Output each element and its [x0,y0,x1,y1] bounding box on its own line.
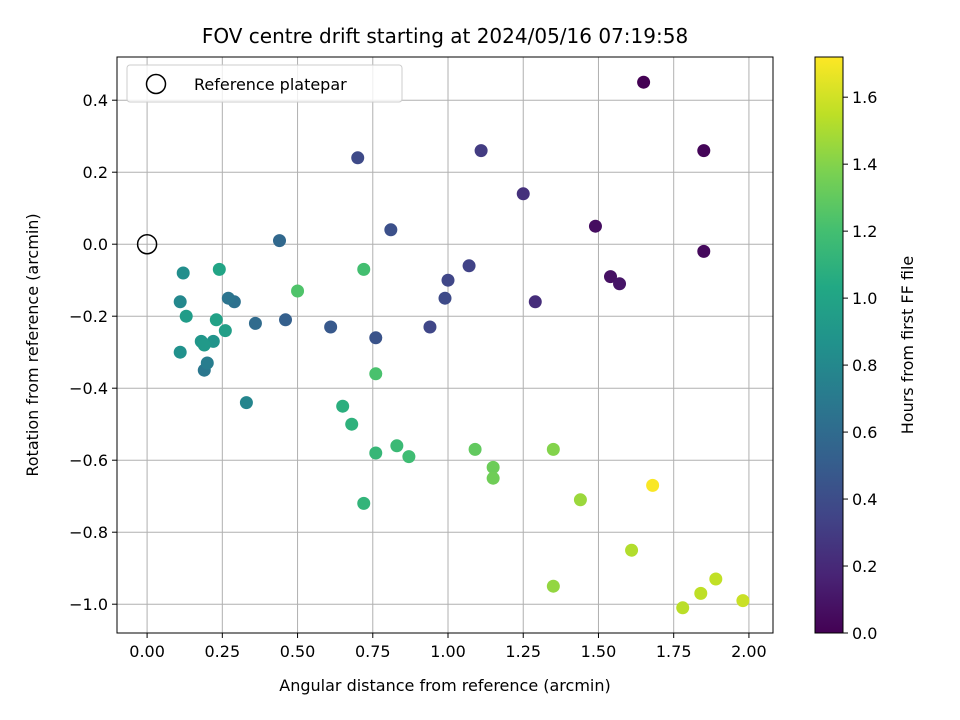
x-tick-label: 0.00 [129,642,165,661]
x-tick-label: 2.00 [731,642,767,661]
x-tick-label: 0.75 [355,642,391,661]
data-point [212,262,226,276]
data-point [369,331,383,345]
data-point [676,601,690,615]
y-tick-label: 0.0 [83,235,108,254]
x-tick-label: 1.50 [581,642,617,661]
data-point [486,471,500,485]
legend: Reference platepar [126,64,403,103]
data-point [239,396,253,410]
data-point [218,324,232,338]
colorbar-tick-label: 0.2 [852,557,877,576]
chart-title: FOV centre drift starting at 2024/05/16 … [202,24,688,48]
data-point [474,144,488,158]
data-point [546,579,560,593]
legend-label: Reference platepar [194,75,347,94]
data-points [173,75,750,615]
data-point [736,594,750,608]
data-point [176,266,190,280]
data-point [345,417,359,431]
x-tick-label: 0.25 [205,642,241,661]
data-point [384,223,398,237]
colorbar-tick-label: 0.4 [852,490,877,509]
colorbar-tick-label: 0.0 [852,624,877,643]
data-point [200,356,214,370]
colorbar-tick-label: 1.6 [852,88,877,107]
data-point [625,543,639,557]
legend-marker-icon [145,73,167,95]
data-point [438,291,452,305]
data-point [462,259,476,273]
x-tick-label: 0.50 [280,642,316,661]
data-point [272,234,286,248]
data-point [357,496,371,510]
data-point [209,313,223,327]
y-tick-label: −0.6 [69,451,108,470]
data-point [369,367,383,381]
colorbar-label: Hours from first FF file [898,256,917,435]
data-point [369,446,383,460]
colorbar-tick-label: 1.0 [852,289,877,308]
data-point [528,295,542,309]
y-tick-label: −0.2 [69,307,108,326]
data-point [173,295,187,309]
data-point [588,219,602,233]
data-point [697,144,711,158]
data-point [694,586,708,600]
data-point [468,442,482,456]
colorbar-tick-label: 0.6 [852,423,877,442]
data-point [486,460,500,474]
data-point [604,270,618,284]
data-point [351,151,365,165]
plot-frame [116,56,774,634]
y-axis-label: Rotation from reference (arcmin) [23,213,42,476]
data-point [613,277,627,291]
data-point [390,439,404,453]
grid [117,57,773,633]
data-point [573,493,587,507]
y-tick-label: −1.0 [69,595,108,614]
data-point [173,345,187,359]
x-tick-label: 1.75 [656,642,692,661]
data-point [697,244,711,258]
plot-area [117,57,773,633]
y-tick-label: 0.2 [83,163,108,182]
data-point [546,442,560,456]
data-point [248,316,262,330]
data-point [197,338,211,352]
data-point [221,291,235,305]
x-tick-label: 1.00 [430,642,466,661]
x-axis-label: Angular distance from reference (arcmin) [279,676,610,695]
y-tick-label: −0.4 [69,379,108,398]
data-point [279,313,293,327]
colorbar-tick-label: 1.4 [852,155,877,174]
data-point [516,187,530,201]
reference-platepar-marker [136,233,158,255]
data-point [637,75,651,89]
y-tick-label: 0.4 [83,91,108,110]
colorbar-ticks: 0.0 0.2 0.4 0.6 0.8 1.0 1.2 1.4 1.6 [843,88,877,643]
colorbar-tick-label: 1.2 [852,222,877,241]
data-point [709,572,723,586]
data-point [179,309,193,323]
data-point [324,320,338,334]
data-point [291,284,305,298]
axis-ticks: 0.00 0.25 0.50 0.75 1.00 1.25 1.50 1.75 2.00 0.4 0… [69,91,767,661]
colorbar-tick-label: 0.8 [852,356,877,375]
data-point [336,399,350,413]
y-tick-label: −0.8 [69,523,108,542]
data-point [357,262,371,276]
data-point [423,320,437,334]
x-tick-label: 1.25 [505,642,541,661]
legend-box [126,64,403,103]
colorbar [814,56,844,634]
data-point [646,478,660,492]
data-point [441,273,455,287]
data-point [402,450,416,464]
